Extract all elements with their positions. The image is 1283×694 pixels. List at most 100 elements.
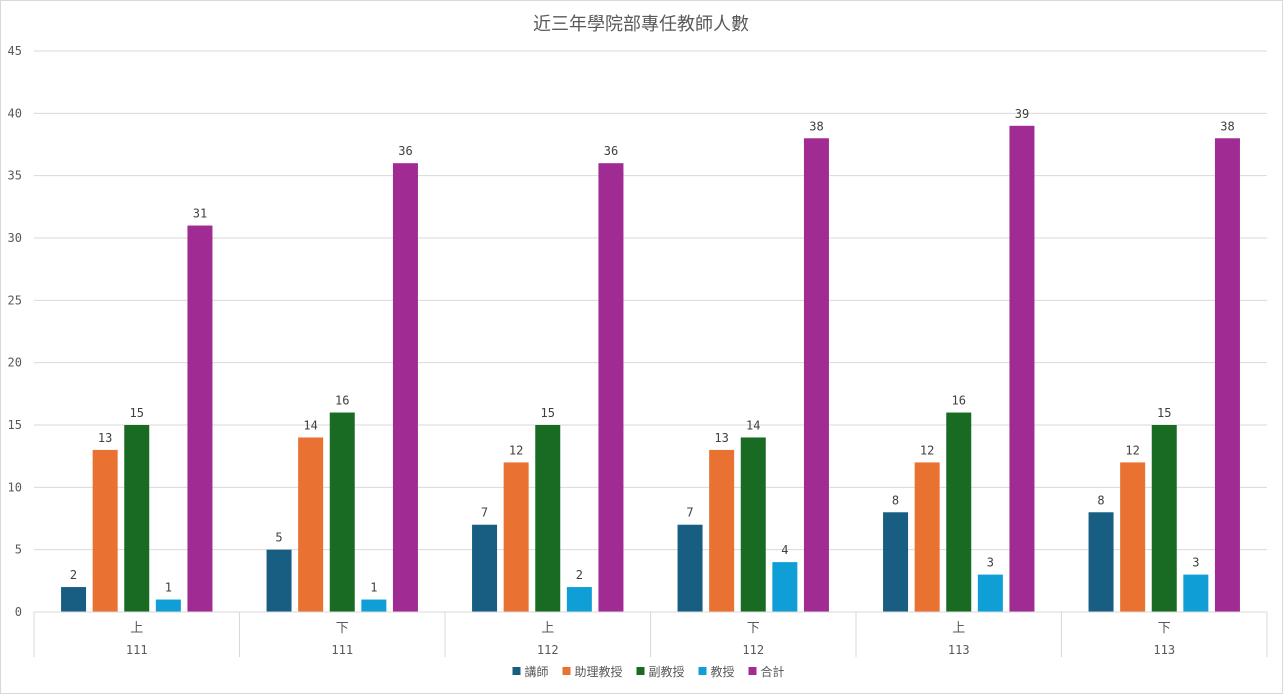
- data-label: 3: [987, 556, 994, 570]
- x-tick-label-year: 113: [1153, 643, 1175, 657]
- bar: [155, 599, 181, 612]
- data-label: 3: [1192, 556, 1199, 570]
- y-axis: 0 5 10 15 20 25 30 35 40 45: [8, 44, 22, 619]
- bar: [914, 462, 940, 612]
- bar: [709, 449, 735, 612]
- bar: [1183, 574, 1209, 612]
- bar: [1088, 512, 1114, 612]
- bar: [392, 163, 418, 612]
- data-label: 12: [1125, 443, 1139, 457]
- bar: [772, 562, 798, 612]
- y-tick-label: 10: [8, 480, 22, 494]
- data-label: 7: [481, 506, 488, 520]
- data-label: 13: [98, 431, 112, 445]
- bar: [361, 599, 387, 612]
- data-label: 8: [892, 493, 899, 507]
- chart-title: 近三年學院部專任教師人數: [533, 14, 749, 35]
- data-label: 14: [303, 418, 317, 432]
- x-tick-label-semester: 下: [336, 621, 349, 636]
- bar: [598, 163, 624, 612]
- y-tick-label: 30: [8, 231, 22, 245]
- bar: [535, 425, 561, 612]
- data-label: 7: [686, 506, 693, 520]
- bar: [1151, 425, 1177, 612]
- data-label: 12: [920, 443, 934, 457]
- data-label: 31: [193, 207, 207, 221]
- x-tick-label-semester: 下: [747, 621, 760, 636]
- bar: [503, 462, 529, 612]
- x-tick-label-year: 111: [331, 643, 353, 657]
- data-label: 16: [952, 394, 966, 408]
- data-label: 1: [165, 581, 172, 595]
- legend-swatch: [636, 667, 645, 675]
- y-tick-label: 5: [15, 543, 22, 557]
- bar: [187, 225, 213, 613]
- data-label: 39: [1015, 107, 1029, 121]
- data-label: 2: [70, 568, 77, 582]
- data-label: 15: [130, 406, 144, 420]
- x-tick-label-semester: 下: [1158, 621, 1171, 636]
- gridlines: [34, 50, 1267, 551]
- legend-label: 講師: [525, 664, 549, 679]
- x-axis: 上 111 下 111 上 112 下 112 上 113 下 113: [33, 611, 1268, 657]
- bar: [124, 425, 150, 612]
- bar: [740, 437, 766, 612]
- data-label: 12: [509, 443, 523, 457]
- legend-swatch: [748, 667, 757, 675]
- data-label: 13: [714, 431, 728, 445]
- bar: [92, 449, 118, 612]
- y-tick-label: 0: [15, 605, 22, 619]
- x-tick-label-year: 113: [948, 643, 970, 657]
- y-tick-label: 15: [8, 418, 22, 432]
- y-tick-label: 20: [8, 356, 22, 370]
- data-label: 8: [1097, 493, 1104, 507]
- bar: [472, 524, 498, 612]
- x-tick-label-year: 111: [126, 643, 148, 657]
- bar: [298, 437, 324, 612]
- data-label: 38: [809, 119, 823, 133]
- x-tick-label-year: 112: [537, 643, 559, 657]
- legend-label: 助理教授: [575, 664, 623, 679]
- legend: 講師 助理教授 副教授 教授 合計: [512, 664, 785, 679]
- data-label: 1: [370, 581, 377, 595]
- y-tick-label: 25: [8, 293, 22, 307]
- bar: [61, 587, 87, 612]
- legend-label: 合計: [761, 664, 785, 679]
- bar: [677, 524, 703, 612]
- data-label: 36: [604, 144, 618, 158]
- bars: [61, 125, 1240, 613]
- data-label: 4: [781, 543, 788, 557]
- legend-label: 副教授: [649, 664, 685, 679]
- bar: [883, 512, 909, 612]
- data-label: 15: [541, 406, 555, 420]
- y-tick-label: 35: [8, 169, 22, 183]
- bar: [1009, 125, 1035, 613]
- x-tick-label-semester: 上: [541, 621, 554, 636]
- legend-swatch: [512, 667, 521, 675]
- x-tick-label-year: 112: [742, 643, 764, 657]
- x-tick-label-semester: 上: [130, 621, 143, 636]
- y-tick-label: 40: [8, 106, 22, 120]
- bar: [1120, 462, 1146, 612]
- x-tick-label-semester: 上: [952, 621, 965, 636]
- data-label: 14: [746, 418, 760, 432]
- bar: [1214, 138, 1240, 612]
- y-tick-label: 45: [8, 44, 22, 58]
- bar: [266, 549, 292, 612]
- data-label: 36: [398, 144, 412, 158]
- data-label: 38: [1220, 119, 1234, 133]
- bar: [566, 587, 592, 612]
- legend-label: 教授: [711, 664, 735, 679]
- bar: [329, 412, 355, 612]
- data-label: 2: [576, 568, 583, 582]
- bar: [946, 412, 972, 612]
- data-label: 16: [335, 394, 349, 408]
- legend-swatch: [698, 667, 707, 675]
- bar: [977, 574, 1003, 612]
- bar: [803, 138, 829, 612]
- legend-swatch: [562, 667, 571, 675]
- data-label: 15: [1157, 406, 1171, 420]
